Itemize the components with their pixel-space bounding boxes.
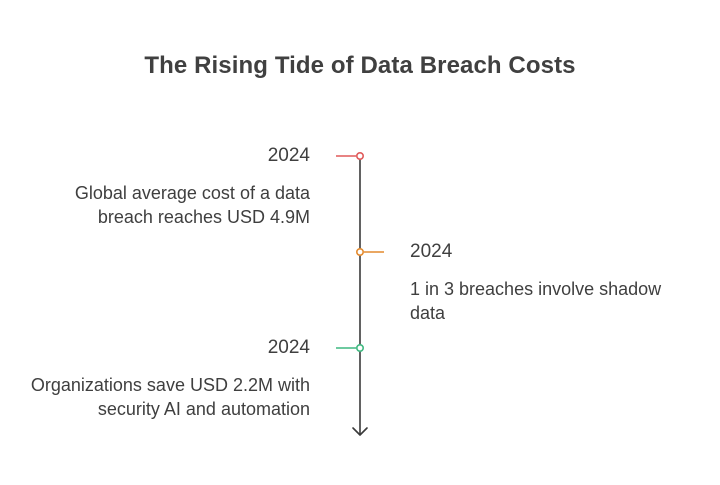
event-2-year: 2024 (410, 241, 453, 262)
event-3-year: 2024 (267, 337, 310, 358)
event-3-marker (355, 343, 364, 352)
event-1-year: 2024 (267, 145, 310, 166)
event-2-description: 1 in 3 breaches involve shadow data (410, 279, 662, 323)
event-2-marker (355, 248, 364, 257)
event-1-description: Global average cost of a data breach rea… (74, 183, 310, 227)
event-3-description: Organizations save USD 2.2M with securit… (30, 375, 310, 419)
diagram-title: The Rising Tide of Data Breach Costs (144, 52, 576, 79)
timeline-arrow-head (352, 427, 368, 436)
event-1-marker (355, 152, 364, 161)
